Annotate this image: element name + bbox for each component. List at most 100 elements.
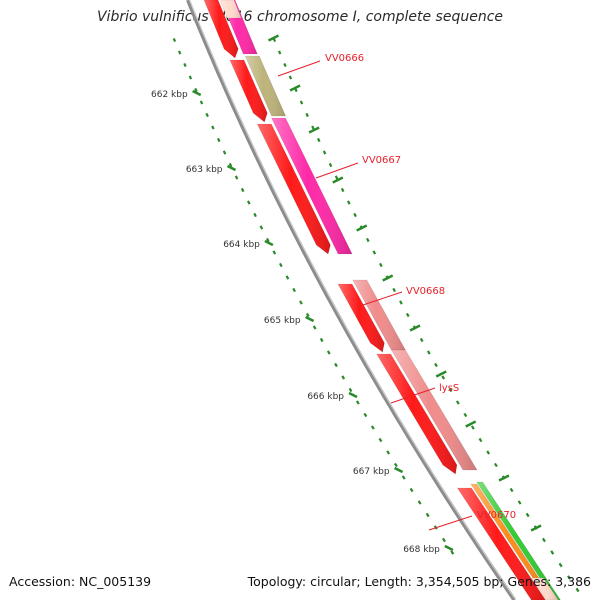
outer-scale-tick [379, 262, 383, 268]
scale-major-tick [348, 391, 358, 399]
outer-major-tick [356, 224, 368, 232]
scale-minor-tick [393, 462, 398, 468]
scale-minor-tick [355, 400, 360, 405]
gene-label: VV0668 [406, 286, 445, 297]
scale-minor-tick [228, 162, 233, 168]
outer-scale-tick [486, 450, 491, 455]
scale-minor-tick [401, 475, 406, 480]
outer-scale-tick [305, 112, 309, 118]
scale-major-tick [444, 544, 454, 552]
outer-scale-tick [567, 575, 572, 580]
scale-minor-tick [441, 537, 446, 543]
outer-scale-tick [353, 212, 357, 218]
scale-minor-tick [172, 37, 177, 43]
outer-scale-tick [328, 162, 333, 168]
outer-scale-tick [426, 350, 431, 355]
scale-minor-tick [363, 412, 368, 418]
scale-minor-tick [259, 225, 264, 230]
kbp-label: 662 kbp [151, 90, 188, 100]
gene-vv0667-red-shade [257, 124, 331, 254]
gene-label-leader [359, 291, 403, 307]
outer-scale-tick [340, 187, 345, 193]
scale-minor-tick [312, 325, 317, 330]
scale-minor-tick [334, 362, 338, 368]
gene-lysS-red-shade [376, 354, 457, 474]
scale-minor-tick [425, 512, 430, 518]
outer-scale-tick [405, 312, 410, 318]
scale-minor-tick [199, 100, 204, 105]
gene-vv0667-magenta-shade [271, 118, 353, 254]
scale-major-tick [264, 239, 274, 247]
outer-scale-tick [366, 237, 370, 243]
gene-vv0670-red-shade [457, 488, 546, 600]
scale-minor-tick [234, 175, 239, 180]
outer-scale-tick [277, 50, 282, 55]
gene-vv0668-salmon-shade [352, 280, 406, 350]
outer-scale-tick [509, 487, 514, 493]
outer-major-tick [409, 324, 421, 332]
outer-scale-tick [419, 337, 424, 343]
gene-vv0666-olive-shade [245, 56, 286, 116]
outer-scale-tick [334, 175, 339, 180]
outer-scale-tick [288, 75, 293, 80]
scale-minor-tick [341, 375, 346, 380]
sequence-backbone [186, 0, 517, 600]
outer-major-tick [530, 524, 542, 532]
outer-scale-tick [478, 437, 483, 443]
outer-scale-tick [311, 125, 315, 130]
scale-minor-tick [305, 312, 310, 318]
gene-label-leader [277, 60, 321, 77]
kbp-label: 668 kbp [403, 545, 440, 555]
outer-major-tick [382, 274, 394, 282]
scale-minor-tick [292, 287, 296, 293]
scale-major-tick [192, 89, 202, 97]
gene-top-red-shade [204, 0, 239, 58]
gene-label: VV0670 [477, 510, 516, 521]
gene-vv0668-red-shade [338, 284, 385, 352]
gene-label: lysS [439, 383, 459, 394]
outer-scale-tick [392, 287, 396, 293]
scale-minor-tick [279, 262, 283, 268]
scale-major-tick [394, 466, 404, 474]
outer-major-tick [308, 126, 320, 134]
gene-label-leader [428, 515, 473, 531]
kbp-label: 664 kbp [223, 240, 260, 250]
scale-minor-tick [326, 350, 331, 355]
outer-scale-tick [372, 250, 377, 255]
scale-ticks [172, 34, 580, 593]
outer-scale-tick [525, 512, 530, 518]
scale-minor-tick [183, 62, 187, 68]
gene-label-leader [390, 387, 436, 404]
scale-minor-tick [247, 200, 251, 205]
kbp-label: 667 kbp [353, 467, 390, 477]
outer-scale-tick [322, 150, 327, 155]
scale-minor-tick [188, 75, 193, 80]
scale-minor-tick [348, 387, 353, 393]
genome-summary-text: Topology: circular; Length: 3,354,505 bp… [247, 574, 591, 589]
scale-minor-tick [386, 450, 391, 455]
kbp-labels: 662 kbp 663 kbp 664 kbp 665 kbp 666 kbp 667 k… [151, 90, 440, 555]
scale-minor-tick [272, 250, 277, 255]
scale-minor-tick [409, 487, 414, 493]
gene-bottom-pale-shade [531, 578, 559, 600]
outer-scale-tick [455, 400, 460, 405]
kbp-label: 663 kbp [186, 165, 223, 175]
outer-scale-tick [347, 200, 351, 205]
outer-scale-tick [283, 62, 287, 68]
outer-scale-tick [517, 500, 522, 505]
scale-minor-tick [378, 437, 383, 443]
gene-label: VV0666 [325, 53, 364, 64]
outer-scale-tick [541, 537, 546, 543]
outer-major-tick [498, 474, 510, 482]
scale-minor-tick [240, 187, 245, 193]
scale-major-tick [305, 315, 315, 323]
outer-scale-tick [470, 425, 475, 430]
outer-scale-tick [493, 462, 498, 468]
scale-minor-tick [222, 150, 227, 155]
gene-labels: VV0666 VV0667 VV0668 lysS VV0670 [277, 53, 516, 531]
outer-scale-tick [441, 375, 446, 380]
kbp-label: 666 kbp [307, 392, 344, 402]
scale-minor-tick [205, 112, 209, 118]
outer-major-tick [267, 34, 280, 42]
